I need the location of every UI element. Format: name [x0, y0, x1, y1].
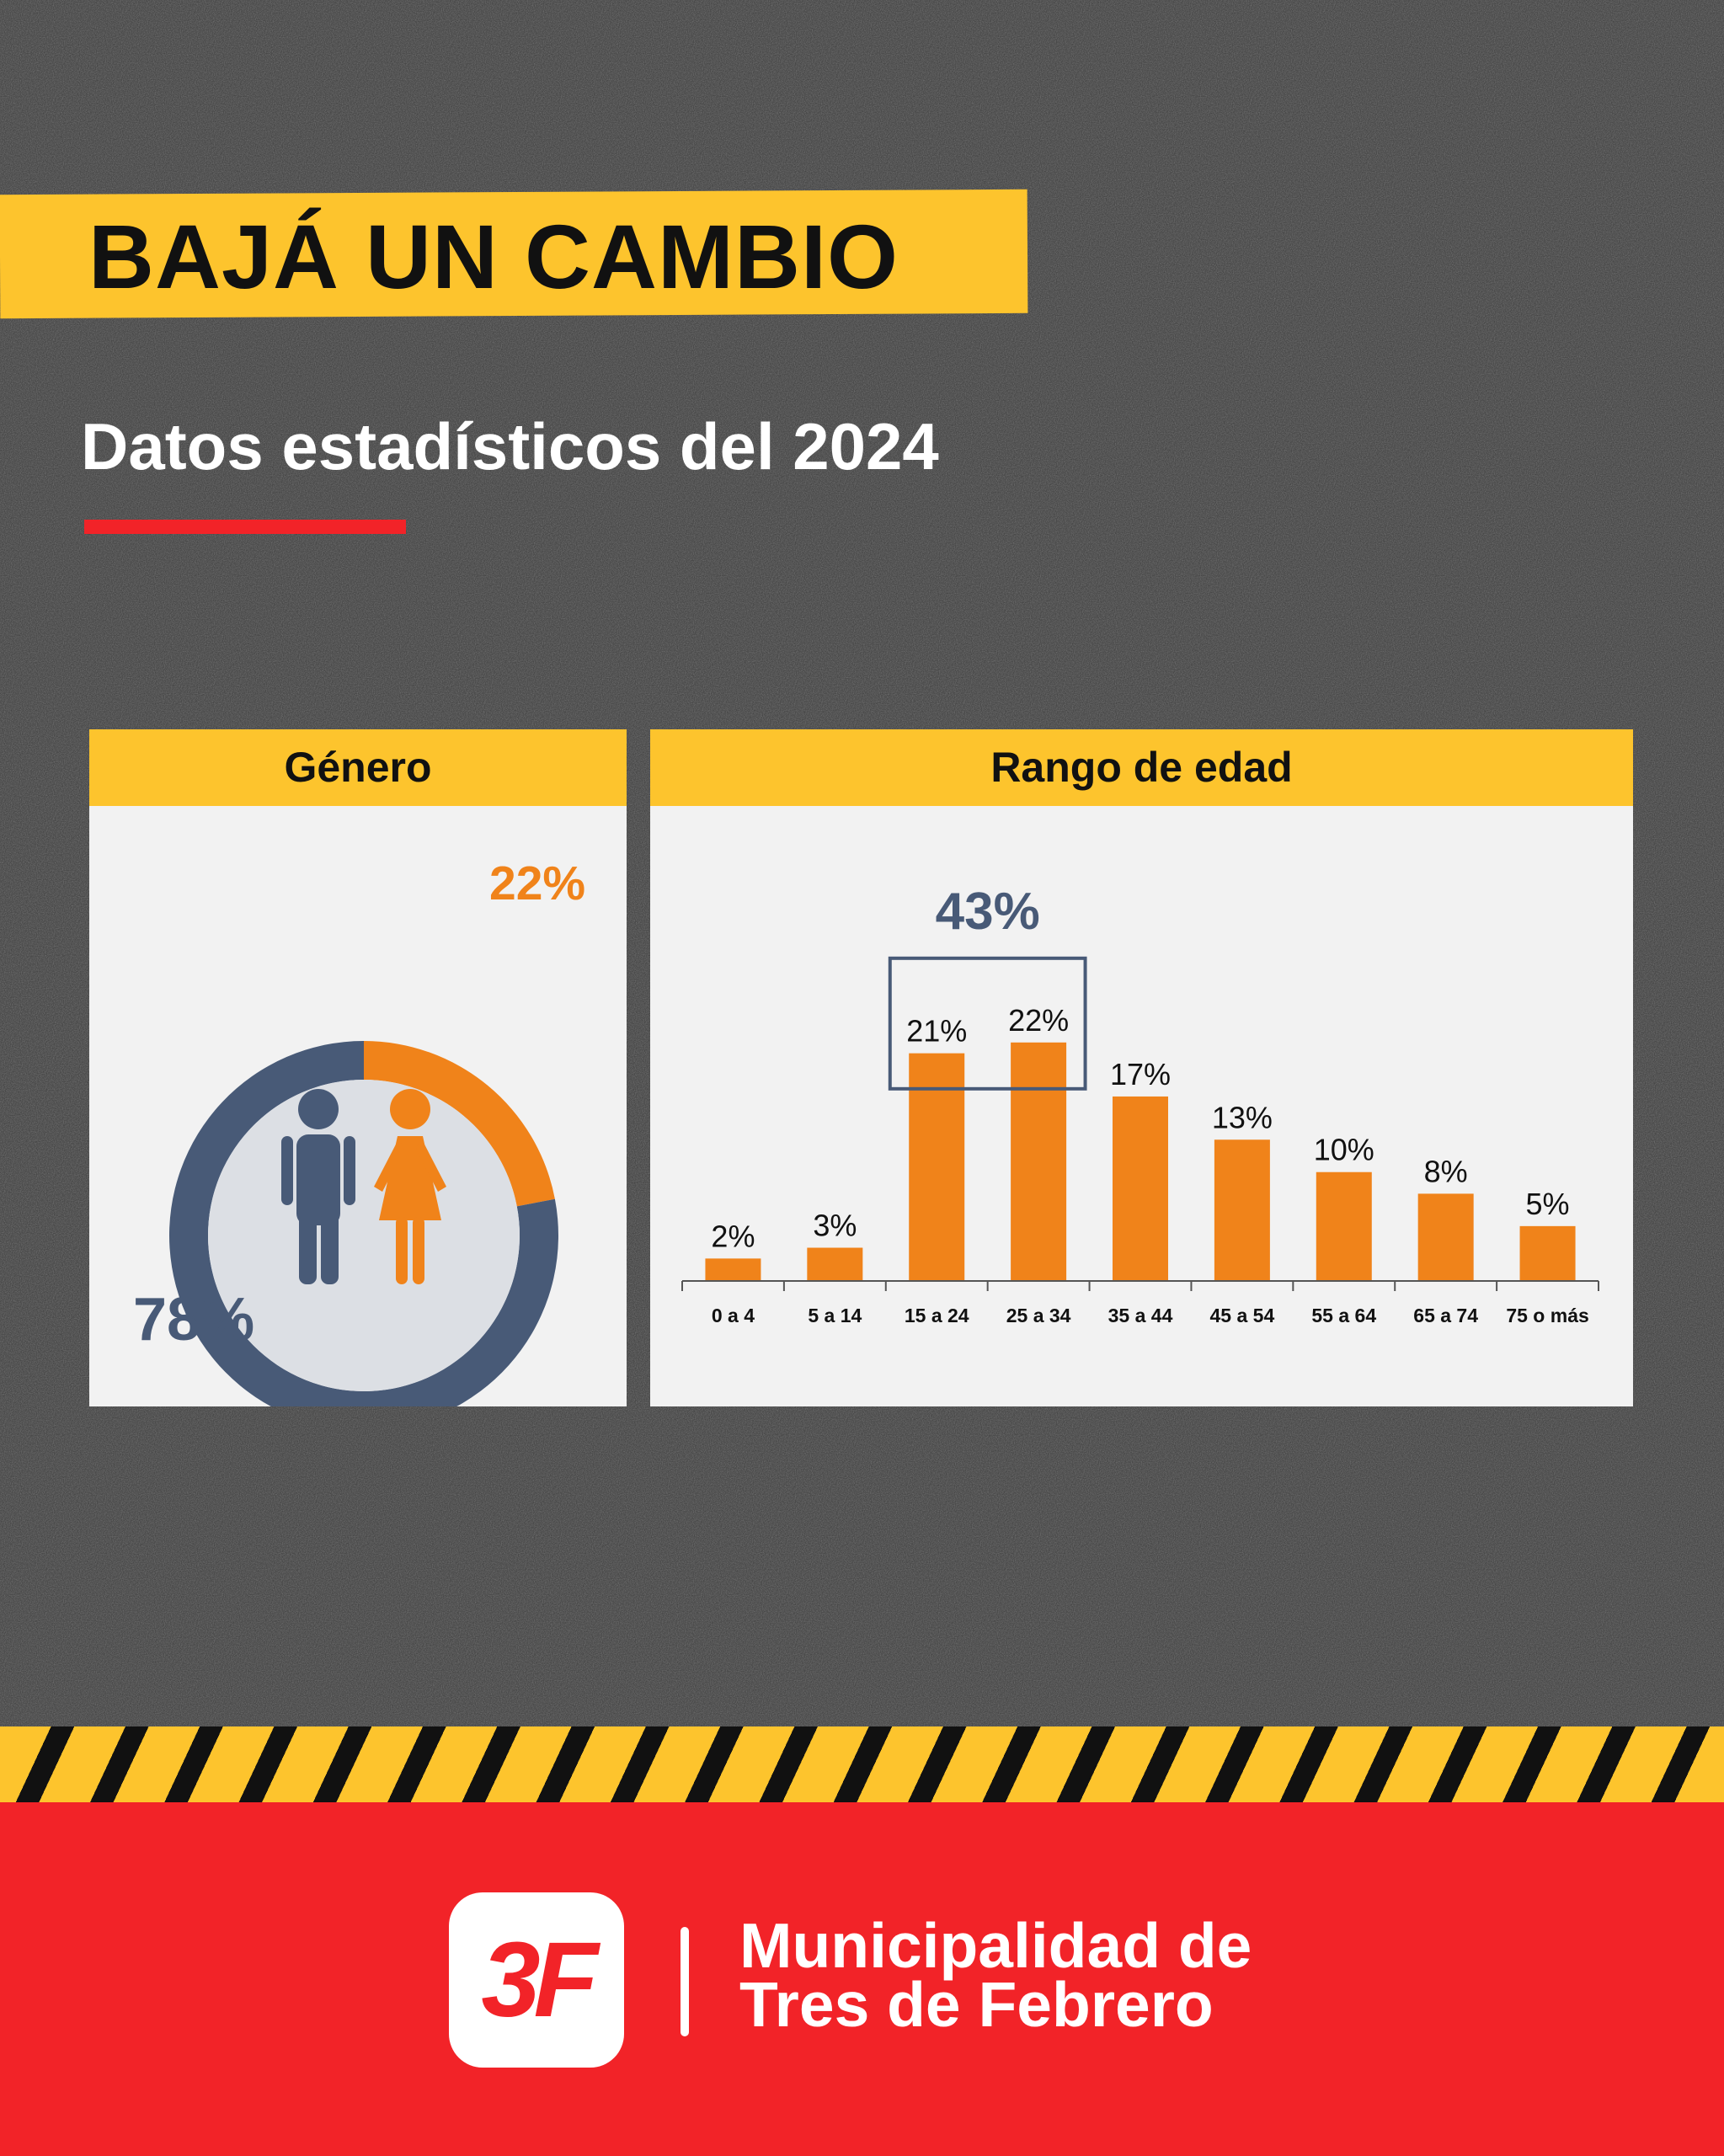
bar-value-label: 2%: [711, 1219, 755, 1253]
x-tick-label: 0 a 4: [712, 1305, 755, 1326]
donut-slice-female: [364, 1041, 555, 1207]
x-tick-label: 75 o más: [1506, 1305, 1588, 1326]
municipality-logo: 3F: [449, 1892, 624, 2068]
highlight-label: 43%: [936, 883, 1040, 941]
x-tick-label: 5 a 14: [808, 1305, 862, 1326]
gender-panel: Género 22% 78%: [89, 729, 627, 1406]
municipality-name: Municipalidad de Tres de Febrero: [739, 1910, 1252, 2040]
man-icon: [281, 1089, 355, 1284]
bar-65-a-74: [1417, 1193, 1474, 1280]
bar-75-o-más: [1519, 1225, 1576, 1280]
x-tick-label: 15 a 24: [905, 1305, 969, 1326]
footer-divider: [681, 1927, 689, 2036]
municipality-name-line2: Tres de Febrero: [739, 1969, 1214, 2040]
footer: [0, 1802, 1724, 2156]
gender-donut-chart: [169, 1041, 558, 1406]
x-tick-label: 35 a 44: [1108, 1305, 1173, 1326]
x-tick-label: 45 a 54: [1210, 1305, 1275, 1326]
age-panel-heading: Rango de edad: [650, 729, 1633, 806]
bar-0-a-4: [705, 1258, 761, 1280]
age-bar-chart: 2% 0 a 4 3% 5 a 14 21% 15 a 24 22% 25 a 34 17% 35…: [681, 883, 1599, 1326]
bar-55-a-64: [1316, 1171, 1372, 1280]
page-subtitle: Datos estadísticos del 2024: [81, 409, 939, 483]
bar-value-label: 22%: [1008, 1003, 1069, 1038]
logo-text: 3F: [481, 1920, 598, 2039]
donut-center-disc: [208, 1080, 520, 1391]
x-tick-label: 65 a 74: [1413, 1305, 1478, 1326]
bar-25-a-34: [1011, 1042, 1067, 1280]
x-tick-label: 25 a 34: [1006, 1305, 1071, 1326]
age-panel: Rango de edad 2% 0 a 4 3% 5 a 14 21% 15 a 24 2…: [650, 729, 1633, 1406]
woman-icon: [374, 1089, 446, 1284]
bar-value-label: 21%: [906, 1014, 967, 1049]
bar-value-label: 10%: [1314, 1133, 1374, 1167]
bar-value-label: 3%: [813, 1209, 857, 1243]
bar-value-label: 17%: [1110, 1057, 1171, 1091]
male-percentage-label: 78%: [133, 1286, 255, 1353]
bar-value-label: 5%: [1526, 1187, 1570, 1221]
page-title: BAJÁ UN CAMBIO: [88, 205, 899, 307]
x-tick-label: 55 a 64: [1311, 1305, 1376, 1326]
bar-15-a-24: [909, 1053, 965, 1280]
municipality-name-line1: Municipalidad de: [739, 1910, 1252, 1981]
bar-5-a-14: [807, 1247, 863, 1280]
female-percentage-label: 22%: [489, 857, 586, 910]
bar-value-label: 8%: [1424, 1154, 1468, 1188]
gender-panel-heading: Género: [89, 729, 627, 806]
hazard-stripe: [0, 1726, 1724, 1802]
subtitle-underline: [84, 520, 406, 534]
highlight-box: [888, 956, 1087, 1091]
bar-35-a-44: [1113, 1096, 1168, 1280]
bar-45-a-54: [1214, 1139, 1270, 1280]
bar-value-label: 13%: [1212, 1100, 1273, 1134]
